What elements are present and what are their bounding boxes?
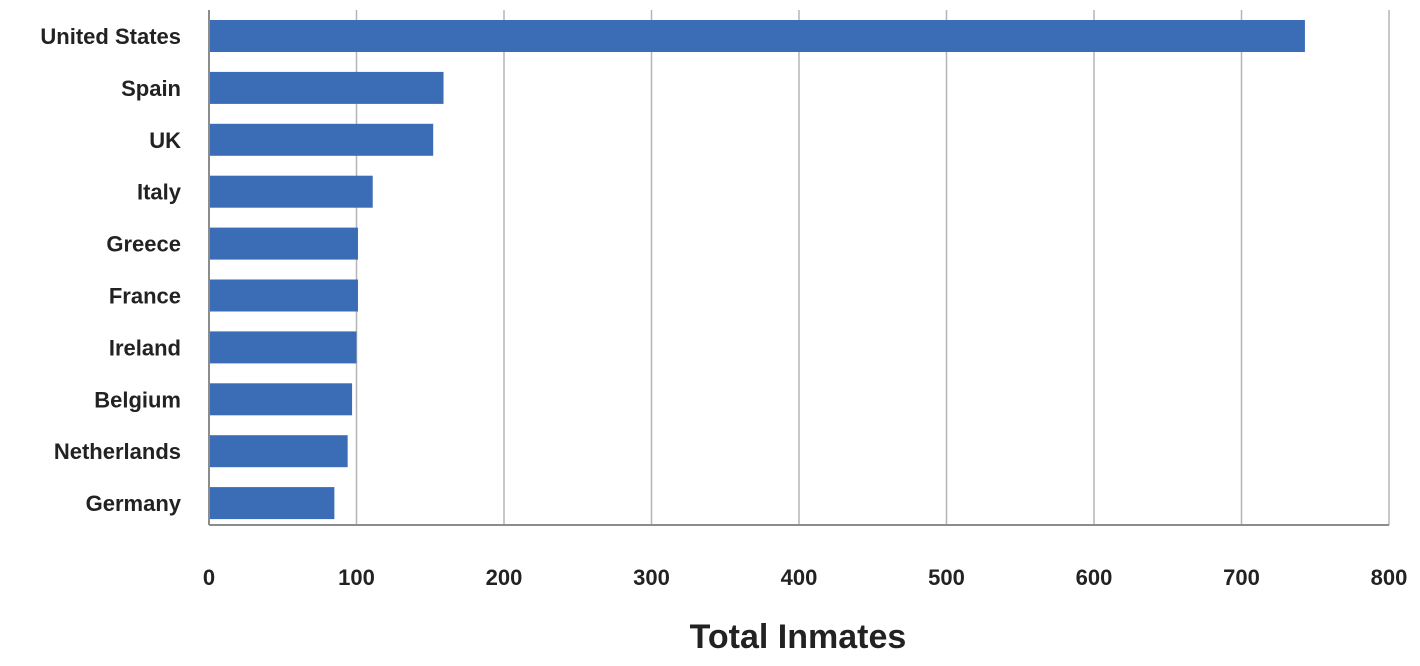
bar-italy <box>209 175 373 208</box>
x-tick-label: 400 <box>781 565 818 590</box>
category-labels: United States Spain UK Italy Greece France Ire… <box>40 24 181 516</box>
gridlines <box>355 10 1390 525</box>
bar-netherlands <box>209 435 348 468</box>
x-tick-label: 200 <box>486 565 523 590</box>
category-label: Ireland <box>109 335 181 360</box>
bar-greece <box>209 227 358 260</box>
category-label: Germany <box>86 491 182 516</box>
category-label: United States <box>40 24 181 49</box>
bar-spain <box>209 71 444 104</box>
bars <box>209 20 1305 520</box>
x-tick-label: 700 <box>1223 565 1260 590</box>
bar-france <box>209 279 358 312</box>
x-axis-title: Total Inmates <box>690 618 907 656</box>
bar-ireland <box>209 331 357 364</box>
bar-belgium <box>209 383 353 416</box>
x-tick-label: 300 <box>633 565 670 590</box>
axes <box>208 10 1389 526</box>
x-tick-label: 0 <box>203 565 215 590</box>
category-label: Italy <box>137 180 182 205</box>
x-tick-label: 800 <box>1371 565 1408 590</box>
category-label: UK <box>149 128 181 153</box>
x-tick-label: 500 <box>928 565 965 590</box>
category-label: Belgium <box>94 387 181 412</box>
x-tick-label: 600 <box>1076 565 1113 590</box>
category-label: Greece <box>106 232 181 257</box>
x-tick-label: 100 <box>338 565 375 590</box>
bar-uk <box>209 123 434 156</box>
category-label: Netherlands <box>54 439 181 464</box>
bar-united-states <box>209 20 1305 52</box>
category-label: France <box>109 284 181 309</box>
tick-labels: 0 100 200 300 400 500 600 700 800 <box>203 565 1407 590</box>
bar-germany <box>209 487 335 520</box>
category-label: Spain <box>121 76 181 101</box>
